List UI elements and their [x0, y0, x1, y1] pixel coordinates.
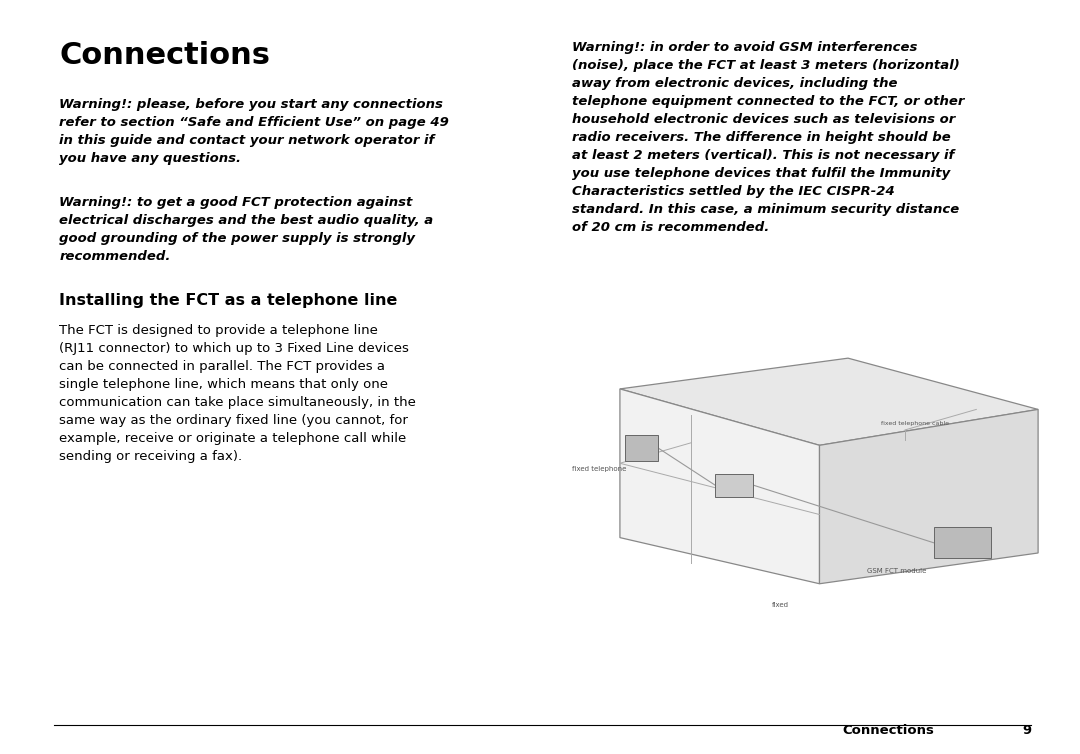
- Text: The FCT is designed to provide a telephone line
(RJ11 connector) to which up to : The FCT is designed to provide a telepho…: [59, 324, 416, 463]
- Polygon shape: [620, 389, 820, 584]
- Polygon shape: [820, 409, 1038, 584]
- Text: fixed telephone: fixed telephone: [572, 466, 626, 472]
- Bar: [715, 474, 753, 497]
- Bar: [624, 435, 658, 461]
- Bar: [933, 527, 990, 558]
- Text: fixed telephone cable: fixed telephone cable: [881, 421, 949, 426]
- Text: Warning!: in order to avoid GSM interferences
(noise), place the FCT at least 3 : Warning!: in order to avoid GSM interfer…: [572, 41, 964, 234]
- Text: Connections: Connections: [59, 41, 270, 70]
- Polygon shape: [620, 358, 1038, 446]
- Text: Installing the FCT as a telephone line: Installing the FCT as a telephone line: [59, 293, 397, 308]
- Text: Connections: Connections: [842, 725, 934, 737]
- Text: GSM FCT module: GSM FCT module: [867, 569, 927, 575]
- Text: Warning!: to get a good FCT protection against
electrical discharges and the bes: Warning!: to get a good FCT protection a…: [59, 196, 434, 263]
- Text: Warning!: please, before you start any connections
refer to section “Safe and Ef: Warning!: please, before you start any c…: [59, 98, 449, 165]
- Text: fixed: fixed: [772, 602, 789, 608]
- Text: 9: 9: [1023, 725, 1031, 737]
